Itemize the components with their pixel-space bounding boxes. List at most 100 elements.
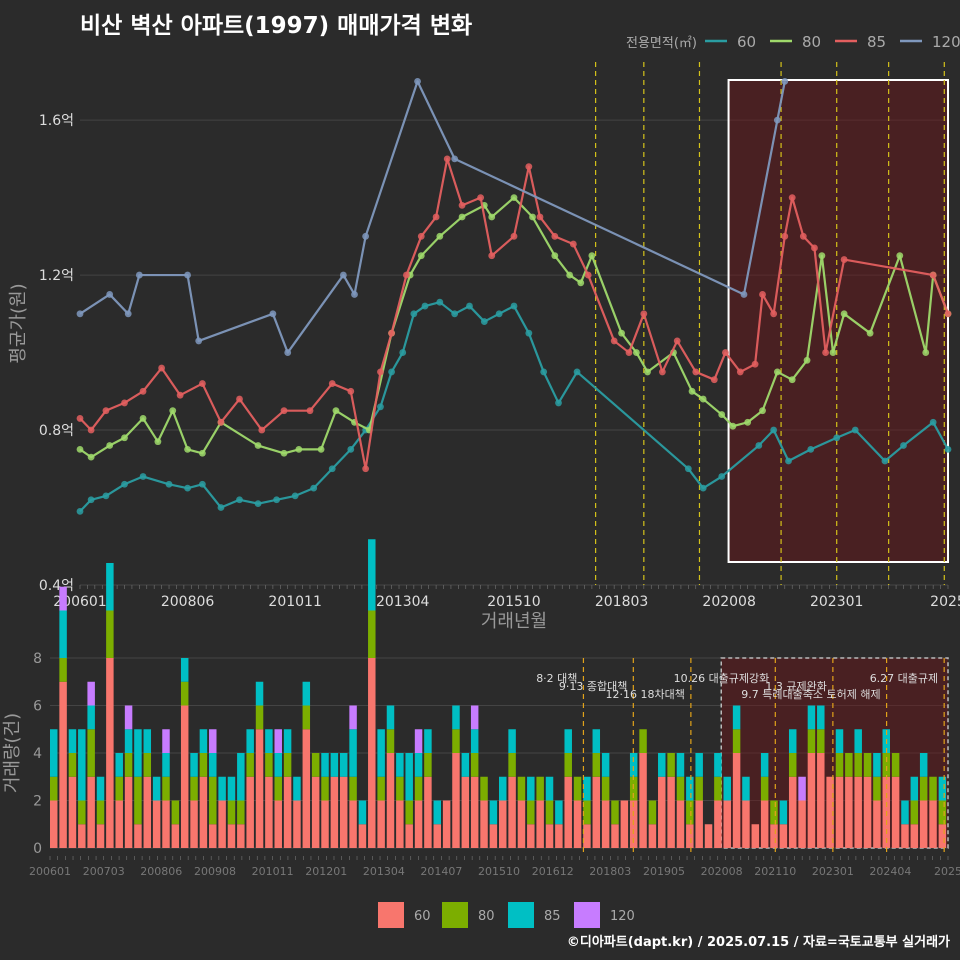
- bar-segment-85: [349, 729, 357, 777]
- bar-segment-85: [817, 705, 825, 730]
- bar-segment-60: [209, 824, 217, 848]
- bar-segment-80: [686, 800, 694, 825]
- bar-segment-120: [124, 705, 133, 730]
- bar-segment-80: [882, 753, 891, 777]
- data-point-60: [718, 473, 726, 480]
- data-point-80: [76, 446, 84, 453]
- bar-segment-60: [536, 800, 544, 848]
- data-point-60: [87, 496, 95, 504]
- data-point-60: [451, 310, 459, 318]
- bar-legend-swatch-85: [508, 902, 534, 928]
- bar-segment-60: [891, 776, 900, 848]
- bar-segment-60: [770, 824, 778, 848]
- data-point-85: [458, 201, 466, 209]
- data-point-80: [417, 252, 425, 260]
- bar-segment-120: [470, 705, 479, 730]
- bar-segment-60: [817, 753, 825, 848]
- policy-annotation-label: 10.26 대출규제강화: [674, 672, 770, 685]
- data-point-60: [184, 484, 191, 492]
- data-point-60: [421, 302, 429, 310]
- bar-segment-85: [255, 681, 264, 706]
- bar-segment-60: [798, 800, 806, 848]
- data-point-85: [403, 271, 410, 279]
- data-point-60: [410, 310, 418, 318]
- bar-segment-60: [854, 776, 862, 848]
- bar-segment-85: [676, 753, 685, 777]
- data-point-60: [900, 442, 907, 449]
- data-point-85: [158, 364, 166, 372]
- bar-segment-60: [96, 824, 105, 848]
- bar-segment-60: [779, 824, 788, 848]
- data-point-85: [388, 329, 395, 337]
- bar-segment-80: [788, 753, 797, 777]
- bar-segment-60: [676, 800, 685, 848]
- bar-segment-85: [919, 753, 928, 777]
- data-point-60: [377, 403, 384, 411]
- bar-segment-60: [508, 776, 516, 848]
- data-point-120: [195, 337, 203, 345]
- bar-segment-80: [349, 776, 357, 801]
- data-point-60: [770, 426, 778, 434]
- bar-segment-60: [601, 800, 610, 848]
- y-tick-label: 0.4억: [39, 578, 74, 594]
- bar-segment-80: [124, 753, 133, 777]
- data-point-60: [121, 480, 128, 488]
- bar-segment-80: [396, 776, 404, 801]
- bar-segment-80: [573, 776, 582, 801]
- bar-segment-60: [788, 776, 797, 848]
- data-point-120: [414, 77, 421, 85]
- bar-y-axis-label: 거래량(건): [2, 713, 23, 793]
- bar-segment-80: [237, 800, 245, 825]
- highlight-period-box: [727, 79, 949, 563]
- bar-segment-80: [807, 729, 816, 753]
- bar-segment-80: [517, 776, 526, 801]
- data-point-85: [811, 244, 818, 252]
- bar-y-tick-label: 0: [33, 841, 42, 857]
- bar-segment-80: [938, 800, 947, 825]
- bar-segment-60: [414, 800, 423, 848]
- bar-segment-85: [405, 753, 413, 801]
- data-point-60: [291, 492, 299, 500]
- bar-segment-85: [50, 729, 58, 777]
- bar-segment-60: [751, 824, 760, 848]
- bar-x-tick-label: 200806: [140, 865, 182, 878]
- legend-label-80: 80: [802, 33, 821, 51]
- data-point-80: [566, 271, 574, 279]
- data-point-85: [121, 399, 128, 407]
- bar-segment-85: [742, 776, 750, 801]
- bar-segment-60: [452, 753, 460, 848]
- data-point-85: [139, 387, 147, 395]
- bar-segment-80: [302, 705, 311, 730]
- bar-segment-60: [480, 800, 488, 848]
- bar-segment-60: [78, 824, 86, 848]
- bar-segment-80: [96, 800, 105, 825]
- bar-segment-85: [788, 729, 797, 753]
- bar-segment-60: [358, 824, 367, 848]
- bar-segment-80: [386, 729, 395, 753]
- bar-segment-60: [386, 753, 395, 848]
- data-point-80: [169, 407, 177, 415]
- data-point-80: [840, 310, 848, 318]
- bar-segment-120: [414, 729, 423, 753]
- bar-segment-120: [349, 705, 357, 730]
- data-point-85: [347, 387, 355, 395]
- bar-segment-85: [87, 705, 95, 730]
- bar-segment-120: [274, 729, 282, 753]
- bar-segment-80: [667, 753, 675, 777]
- y-tick-label: 0.8억: [39, 423, 74, 439]
- data-point-120: [362, 232, 370, 240]
- data-point-80: [759, 407, 766, 415]
- source-footer: ©디아파트(dapt.kr) / 2025.07.15 / 자료=국토교통부 실…: [566, 935, 950, 950]
- bar-segment-80: [283, 753, 292, 777]
- data-point-80: [510, 194, 518, 201]
- data-point-80: [87, 453, 95, 461]
- data-point-60: [755, 442, 763, 449]
- bar-segment-60: [695, 800, 703, 848]
- bar-segment-60: [218, 800, 226, 848]
- data-point-80: [803, 356, 811, 364]
- bar-segment-85: [78, 729, 86, 801]
- bar-segment-85: [274, 753, 282, 777]
- policy-annotation-label: 1.3 규제완화: [765, 680, 826, 693]
- bar-y-tick-label: 8: [33, 651, 42, 667]
- bar-segment-85: [237, 753, 245, 801]
